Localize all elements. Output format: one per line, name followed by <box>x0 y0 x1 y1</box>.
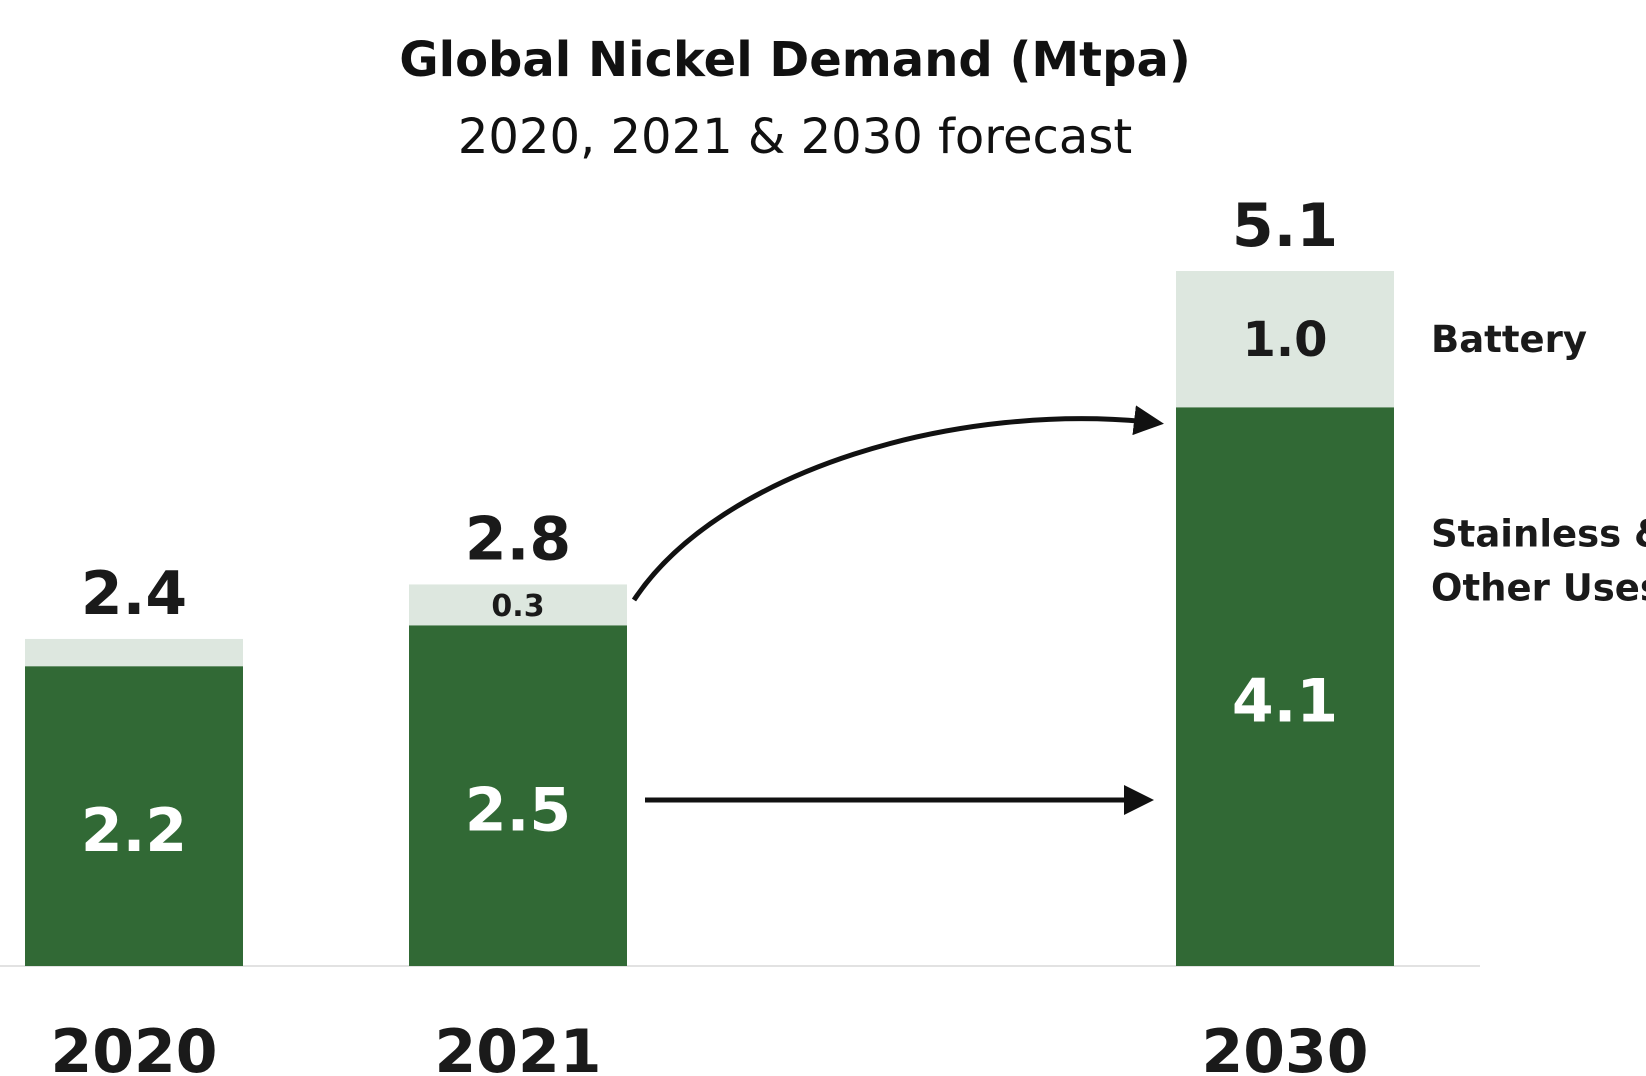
total-label-2030: 5.1 <box>1232 191 1338 261</box>
legend-group: Stainless & Other Uses Battery <box>1431 318 1646 610</box>
segment-label-2020-stainless-other-uses: 2.2 <box>81 796 187 866</box>
category-label-2030: 2030 <box>1202 1017 1369 1076</box>
bars-group <box>25 271 1394 966</box>
legend-label-battery: Battery <box>1431 318 1587 361</box>
battery-growth-arrow <box>631 405 1164 602</box>
bar-2030-battery <box>1176 271 1394 408</box>
bar-2021-battery <box>409 584 627 626</box>
segment-label-2030-stainless-other-uses: 4.1 <box>1232 667 1338 737</box>
category-labels-group: 2020 2021 2030 <box>51 1017 1369 1076</box>
category-label-2021: 2021 <box>435 1017 602 1076</box>
bar-2020-battery <box>25 638 243 667</box>
total-label-2021: 2.8 <box>465 504 571 574</box>
segment-label-2021-stainless-other-uses: 2.5 <box>465 776 571 846</box>
segment-label-2021-battery: 0.3 <box>491 589 544 624</box>
total-label-2020: 2.4 <box>81 559 187 629</box>
legend-label-stainless-other-uses: Stainless & Other Uses <box>1431 513 1646 610</box>
segment-label-2030-battery: 1.0 <box>1242 312 1327 368</box>
category-label-2020: 2020 <box>51 1017 218 1076</box>
bar-2021-stainless-other-uses <box>409 625 627 966</box>
bar-labels-group: 2.2 2.4 2.5 0.3 2.8 4.1 1.0 5.1 <box>81 191 1338 866</box>
chart-title: Global Nickel Demand (Mtpa) <box>399 32 1191 88</box>
bar-2020-stainless-other-uses <box>25 666 243 966</box>
chart-subtitle: 2020, 2021 & 2030 forecast <box>458 109 1132 165</box>
bar-2030-stainless-other-uses <box>1176 407 1394 966</box>
